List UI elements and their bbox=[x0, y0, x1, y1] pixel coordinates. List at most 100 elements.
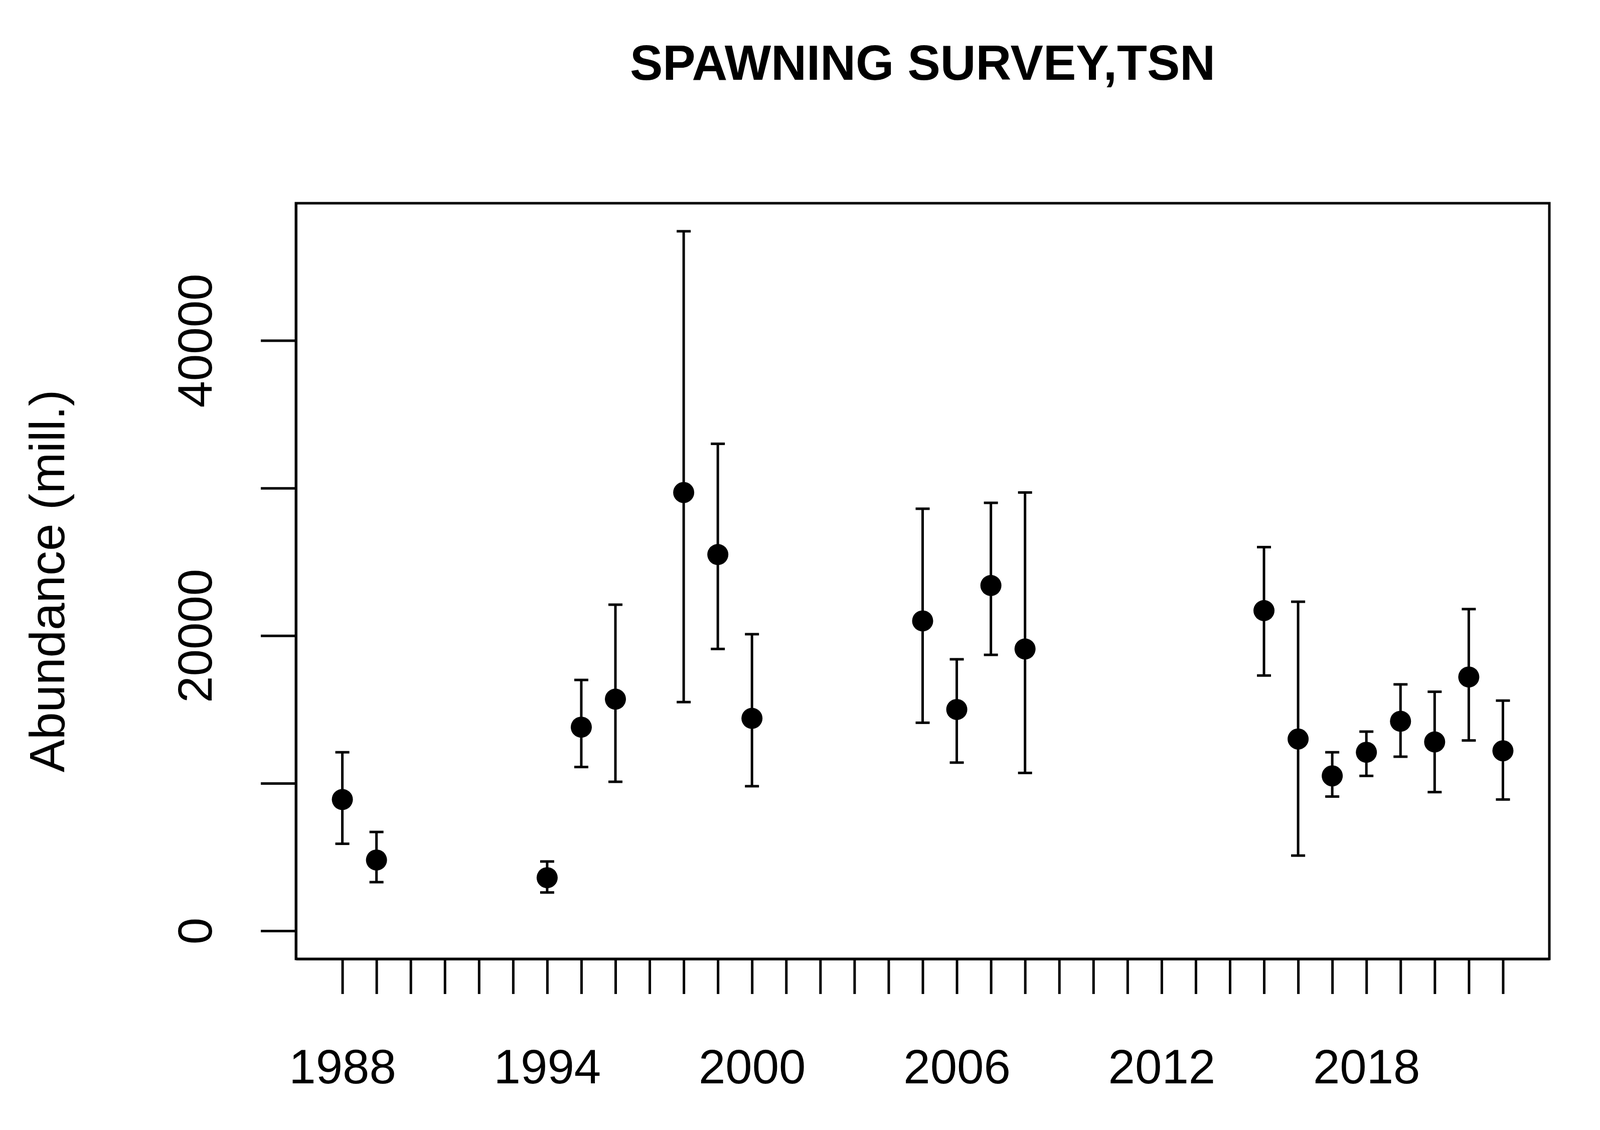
y-tick: 0 bbox=[168, 917, 296, 944]
point bbox=[1389, 710, 1411, 732]
x-tick: 2018 bbox=[1313, 958, 1421, 1093]
error-bar-cap-lower bbox=[1018, 771, 1033, 774]
x-tick bbox=[888, 958, 889, 994]
error-bar-cap-upper bbox=[1291, 600, 1306, 603]
y-tick-mark bbox=[260, 339, 296, 343]
x-tick-mark bbox=[1399, 958, 1402, 994]
y-tick-label: 20000 bbox=[168, 568, 222, 703]
x-tick bbox=[444, 958, 446, 994]
y-tick bbox=[260, 782, 296, 784]
error-bar-cap-lower bbox=[1427, 790, 1442, 793]
x-tick bbox=[1059, 958, 1060, 994]
x-tick-mark bbox=[1058, 958, 1061, 994]
error-bar-cap-lower bbox=[915, 721, 930, 724]
y-tick-mark bbox=[260, 487, 296, 490]
error-bar-cap-upper bbox=[676, 229, 691, 233]
x-tick bbox=[1127, 958, 1129, 994]
x-tick bbox=[922, 958, 924, 994]
error-bar-cap-upper bbox=[335, 750, 350, 754]
x-tick-mark bbox=[682, 958, 686, 994]
x-tick-mark bbox=[1126, 958, 1130, 994]
point bbox=[1014, 637, 1036, 660]
plot-frame bbox=[295, 203, 1550, 959]
x-tick-mark bbox=[1092, 958, 1095, 994]
error-bar-cap-upper bbox=[369, 830, 384, 834]
x-tick-mark bbox=[341, 958, 345, 994]
point bbox=[536, 866, 558, 888]
x-tick-mark bbox=[375, 958, 379, 994]
error-bar-cap-upper bbox=[1256, 545, 1271, 549]
x-axis: 1988 1994 2000 2006 2012 2018 bbox=[288, 958, 1550, 1093]
x-tick bbox=[820, 958, 821, 994]
error-bar-line bbox=[682, 231, 686, 702]
title: SPAWNING SURVEY,TSN bbox=[629, 35, 1216, 91]
point bbox=[570, 716, 592, 738]
error-bar bbox=[676, 231, 691, 702]
x-tick-mark bbox=[887, 958, 890, 994]
y-tick-mark bbox=[260, 781, 296, 785]
x-tick-mark bbox=[716, 958, 720, 994]
x-tick-mark bbox=[1501, 958, 1505, 994]
x-tick-mark bbox=[580, 958, 583, 994]
error-bar-cap-lower bbox=[1393, 755, 1408, 758]
x-tick bbox=[854, 958, 855, 994]
error-bar-cap-lower bbox=[984, 653, 999, 657]
y-axis-title: Abundance (mill.) bbox=[19, 389, 75, 773]
x-tick bbox=[1502, 958, 1504, 994]
x-tick-label: 2012 bbox=[1108, 1039, 1216, 1093]
x-tick bbox=[717, 958, 719, 994]
x-tick-mark bbox=[512, 958, 515, 994]
point bbox=[1287, 728, 1309, 750]
error-bar-cap-lower bbox=[1291, 854, 1306, 857]
x-tick: 2006 bbox=[903, 958, 1011, 1093]
error-bar-cap-upper bbox=[984, 501, 999, 505]
x-tick-label: 1988 bbox=[288, 1039, 397, 1093]
x-tick bbox=[1263, 958, 1265, 994]
x-tick-label: 1994 bbox=[494, 1039, 602, 1093]
point bbox=[946, 698, 968, 720]
x-tick: 1988 bbox=[288, 958, 397, 1093]
point bbox=[1321, 764, 1343, 786]
x-tick: 2012 bbox=[1108, 958, 1216, 1093]
y-tick bbox=[260, 488, 296, 489]
x-tick-mark bbox=[1228, 958, 1232, 994]
error-bar-cap-upper bbox=[1461, 607, 1476, 610]
x-tick-mark bbox=[1467, 958, 1471, 994]
error-bar-cap-lower bbox=[574, 765, 589, 768]
y-axis: 0 20000 40000 bbox=[168, 203, 297, 959]
point bbox=[1355, 741, 1377, 763]
x-tick-mark bbox=[648, 958, 652, 994]
x-tick-mark bbox=[1024, 958, 1027, 994]
x-tick-mark bbox=[853, 958, 856, 994]
error-bar-cap-lower bbox=[949, 760, 965, 764]
x-tick-mark bbox=[1160, 958, 1164, 994]
error-bar-cap-upper bbox=[915, 507, 930, 510]
x-tick-mark bbox=[477, 958, 481, 994]
y-tick-mark bbox=[260, 929, 296, 932]
error-bar-cap-lower bbox=[369, 880, 384, 884]
point bbox=[332, 788, 354, 810]
y-tick-mark bbox=[260, 634, 296, 637]
point bbox=[912, 609, 934, 631]
x-tick-mark bbox=[750, 958, 754, 994]
x-tick-mark bbox=[1194, 958, 1198, 994]
x-tick bbox=[615, 958, 616, 994]
x-tick bbox=[513, 958, 514, 994]
error-bar-cap-upper bbox=[1325, 750, 1340, 754]
x-tick bbox=[1229, 958, 1231, 994]
x-tick: 1994 bbox=[494, 958, 602, 1093]
x-tick-mark bbox=[955, 958, 959, 994]
x-tick bbox=[683, 958, 685, 994]
error-bar-line bbox=[1023, 492, 1027, 773]
x-tick bbox=[1025, 958, 1026, 994]
x-tick bbox=[581, 958, 582, 994]
error-bar-cap-upper bbox=[608, 603, 623, 606]
point bbox=[980, 574, 1002, 596]
error-bar-cap-upper bbox=[540, 859, 555, 863]
error-bar-cap-lower bbox=[744, 784, 759, 787]
x-tick-label: 2000 bbox=[698, 1039, 807, 1093]
x-tick bbox=[1195, 958, 1197, 994]
point bbox=[1492, 739, 1514, 761]
error-bar-cap-lower bbox=[1325, 794, 1340, 798]
y-tick-label: 40000 bbox=[168, 273, 222, 408]
